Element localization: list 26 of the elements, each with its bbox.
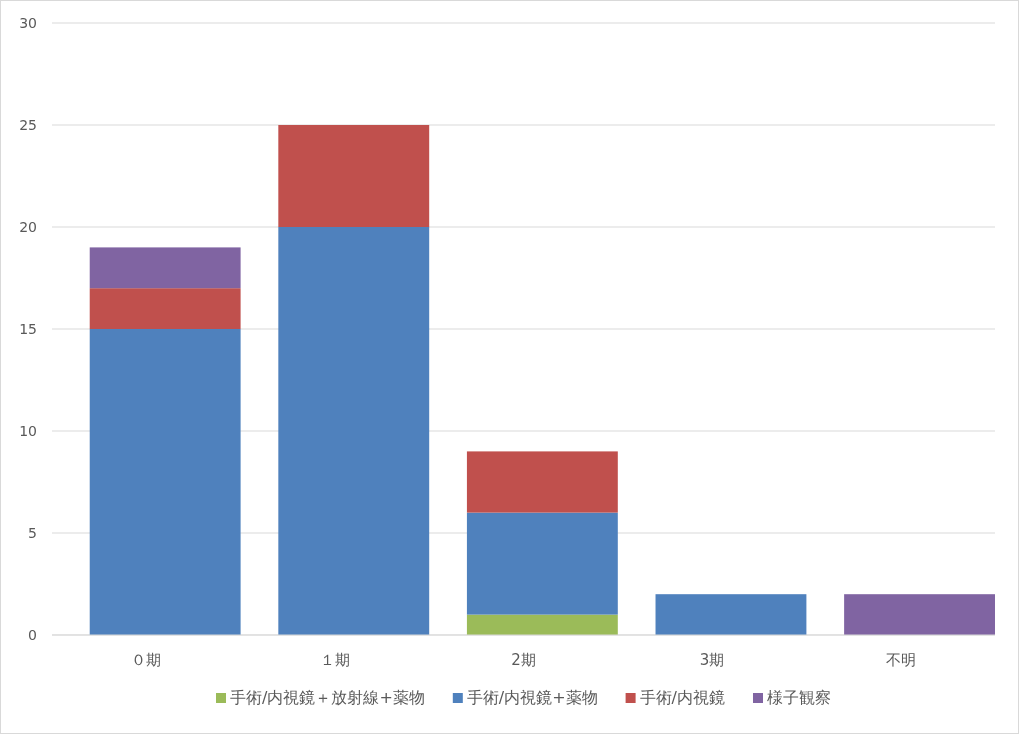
bar [278, 125, 430, 227]
y-tick-label: 20 [19, 219, 37, 235]
bar [89, 329, 241, 635]
bar [89, 247, 241, 289]
bar [278, 227, 430, 635]
bar [655, 594, 807, 635]
legend-label: 手術/内視鏡+薬物 [466, 688, 598, 707]
x-tick-label: １期 [319, 651, 350, 669]
x-tick-label: 不明 [885, 651, 916, 669]
x-tick-label: 3期 [699, 651, 725, 669]
legend-label: 様子観察 [766, 688, 831, 707]
bar [466, 512, 618, 615]
bar [844, 594, 995, 635]
legend-label: 手術/内視鏡＋放射線+薬物 [230, 688, 425, 707]
y-tick-label: 30 [19, 15, 37, 31]
bar [466, 451, 618, 513]
x-tick-label: ０期 [131, 651, 162, 669]
legend-label: 手術/内視鏡 [639, 688, 725, 707]
y-tick-label: 5 [28, 525, 37, 541]
bar [466, 614, 618, 635]
y-tick-label: 0 [28, 627, 37, 643]
bar [89, 288, 241, 329]
x-tick-label: 2期 [511, 651, 536, 669]
y-tick-label: 15 [19, 321, 37, 337]
y-tick-label: 25 [19, 117, 37, 133]
y-tick-label: 10 [19, 423, 37, 439]
